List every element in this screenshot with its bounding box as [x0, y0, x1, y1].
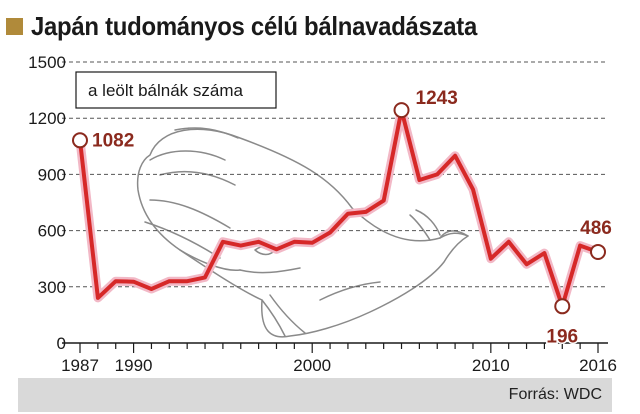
series-line: [78, 108, 600, 309]
data-point-marker: [72, 132, 88, 149]
data-point-marker: [590, 243, 606, 260]
x-tick-label: 1990: [115, 356, 153, 375]
legend: a leölt bálnák száma: [75, 71, 277, 109]
y-tick-label: 900: [38, 165, 66, 184]
y-tick-label: 600: [38, 222, 66, 241]
x-tick-label: 2000: [293, 356, 331, 375]
data-point-marker: [554, 298, 571, 315]
legend-label: a leölt bálnák száma: [88, 81, 244, 100]
y-tick-label: 300: [38, 278, 66, 297]
sperm-whale-illustration-icon: [136, 127, 469, 338]
data-label: 196: [546, 326, 578, 347]
data-point-marker: [393, 102, 410, 119]
x-tick-label: 2016: [579, 356, 617, 375]
data-label: 486: [580, 218, 612, 239]
y-tick-label: 1500: [28, 53, 66, 72]
data-series: [75, 105, 603, 311]
x-axis-ticks: 1987 1990 2000 2010 2016: [61, 343, 617, 375]
data-label: 1243: [416, 88, 458, 109]
series-line-halo: [75, 105, 603, 311]
data-label: 1082: [92, 130, 134, 151]
footer-bar: Forrás: WDC: [18, 378, 612, 412]
title-square-icon: [6, 17, 23, 35]
data-annotations: 1082 1243 196 486: [72, 87, 613, 349]
y-axis-ticks: 0 300 600 900 1200 1500: [28, 53, 66, 353]
legend-frame: [75, 71, 277, 109]
source-label: Forrás: WDC: [508, 386, 602, 403]
y-tick-label: 1200: [28, 109, 66, 128]
x-tick-label: 2010: [472, 356, 510, 375]
x-tick-label: 1987: [61, 356, 99, 375]
chart-title-group: Japán tudományos célú bálnavadászata: [6, 8, 516, 44]
y-tick-label: 0: [57, 334, 66, 353]
chart-title: Japán tudományos célú bálnavadászata: [31, 10, 478, 41]
